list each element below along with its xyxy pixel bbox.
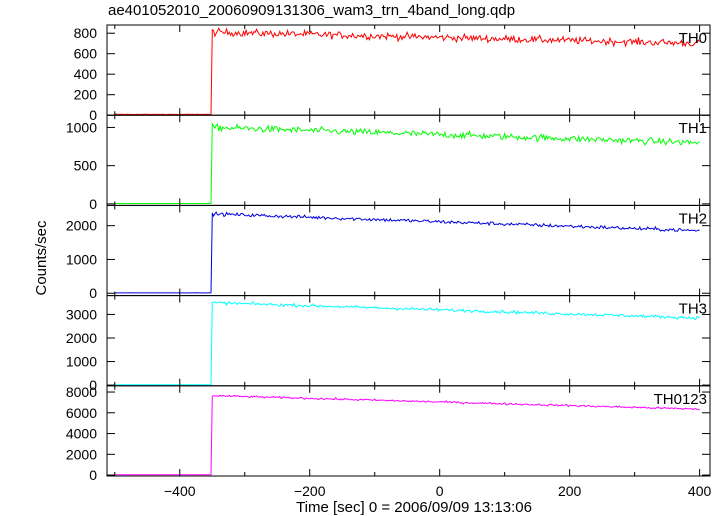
panel-label-th0123: TH0123 [654, 391, 707, 408]
panel-label-th3: TH3 [679, 301, 707, 318]
y-tick-label: 1000 [66, 251, 97, 267]
x-tick-label: −200 [294, 483, 326, 499]
y-tick-label: 1000 [66, 354, 97, 370]
y-tick-label: 400 [74, 66, 98, 82]
panel-th2: 0 1000 2000 TH2 [66, 205, 710, 301]
y-tick-label: 4000 [66, 426, 97, 442]
y-axis-label: Counts/sec [33, 220, 50, 296]
x-tick-label: 400 [688, 483, 712, 499]
series-line-th3 [115, 302, 700, 385]
y-tick-label: 3000 [66, 306, 97, 322]
y-tick-label: 2000 [66, 218, 97, 234]
x-tick-label: 200 [558, 483, 582, 499]
panel-frame [107, 115, 710, 205]
series-line-th1 [115, 124, 700, 204]
series-line-th2 [115, 212, 700, 293]
panel-th1: 0 500 1000 TH1 [66, 115, 710, 212]
panel-frame [107, 386, 710, 476]
y-tick-label: 6000 [66, 405, 97, 421]
y-tick-label: 8000 [66, 384, 97, 400]
y-tick-label: 0 [89, 196, 97, 212]
x-tick-label: 0 [436, 483, 444, 499]
y-tick-label: 800 [74, 25, 98, 41]
y-tick-label: 0 [89, 467, 97, 483]
series-line-th0 [115, 28, 700, 114]
y-tick-label: 500 [74, 158, 98, 174]
y-tick-label: 2000 [66, 446, 97, 462]
y-tick-label: 200 [74, 87, 98, 103]
panel-frame [107, 25, 710, 115]
y-tick-label: 0 [89, 285, 97, 301]
series-line-th0123 [115, 395, 700, 475]
panel-label-th1: TH1 [679, 120, 707, 137]
x-tick-label: −400 [164, 483, 196, 499]
x-axis: −400 −200 0 200 400 [164, 483, 711, 499]
panel-th0123: 0 2000 4000 6000 8000 TH0123 [66, 384, 710, 483]
panel-label-th0: TH0 [679, 30, 707, 47]
y-tick-label: 1000 [66, 119, 97, 135]
panel-label-th2: TH2 [679, 210, 707, 227]
y-tick-label: 600 [74, 46, 98, 62]
x-axis-label: Time [sec] 0 = 2006/09/09 13:13:06 [296, 499, 532, 516]
y-tick-label: 2000 [66, 330, 97, 346]
